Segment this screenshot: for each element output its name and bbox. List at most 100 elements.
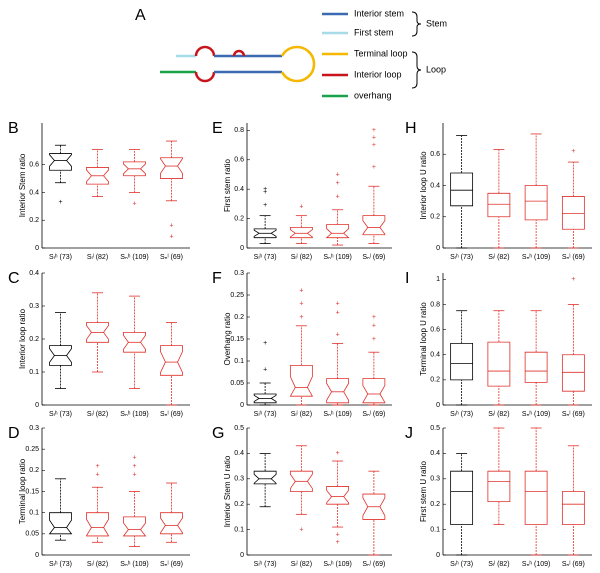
- y-axis-label: Interior Stem U ratio: [223, 455, 232, 527]
- y-tick-label: 0.2: [29, 467, 39, 474]
- box: [524, 185, 548, 221]
- x-tick-label: Sₗʰ (73): [49, 561, 72, 568]
- y-tick-label: 0.1: [234, 526, 244, 533]
- x-tick-label: Sₙʰ (109): [323, 411, 351, 418]
- x-tick-label: Sₙˡ (69): [160, 254, 183, 261]
- box: [325, 224, 350, 239]
- y-axis-label: Interior loop ratio: [18, 308, 27, 369]
- y-tick-label: 0.2: [430, 377, 440, 384]
- outlier: +: [336, 180, 340, 187]
- box: [160, 512, 183, 535]
- y-tick-label: 0.05: [230, 380, 244, 387]
- outlier: +: [336, 193, 340, 200]
- x-tick-label: Sₗˡ (82): [488, 411, 509, 418]
- y-axis-label: Terminal loop ratio: [18, 458, 27, 524]
- y-tick-label: 0.25: [25, 446, 39, 453]
- x-tick-label: Sₙˡ (69): [362, 411, 385, 418]
- y-axis-label: Terminal loop U ratio: [419, 302, 428, 376]
- outlier: +: [336, 539, 340, 546]
- outlier: +: [299, 204, 303, 211]
- box: [326, 378, 350, 404]
- outlier: +: [336, 309, 340, 316]
- y-tick-label: 0.2: [29, 217, 39, 224]
- box: [362, 215, 386, 236]
- box: [123, 161, 146, 177]
- outlier: +: [299, 287, 303, 294]
- panel-label: G: [212, 425, 224, 442]
- box: [160, 157, 183, 179]
- box: [362, 493, 386, 520]
- box: [86, 512, 109, 537]
- y-tick-label: 0.5: [430, 425, 440, 432]
- y-tick-label: 0.4: [430, 450, 440, 457]
- y-tick-label: 0.15: [25, 488, 39, 495]
- interior-loop-line: [232, 49, 246, 57]
- x-tick-label: Sₗʰ (73): [450, 254, 473, 261]
- panel-label: D: [8, 425, 20, 442]
- box: [561, 354, 585, 392]
- y-tick-label: 0.2: [234, 314, 244, 321]
- outlier: +: [372, 323, 376, 330]
- outlier: +: [372, 314, 376, 321]
- box: [326, 486, 350, 505]
- y-axis-label: Overhang ratio: [223, 312, 232, 365]
- y-tick-label: 0.15: [230, 336, 244, 343]
- legend-label: overhang: [354, 90, 392, 100]
- outlier: +: [132, 200, 136, 207]
- y-tick-label: 0.8: [234, 127, 244, 134]
- y-tick-label: 0.4: [29, 270, 39, 277]
- outlier: +: [571, 148, 575, 155]
- y-tick-label: 0.1: [430, 526, 440, 533]
- box: [561, 491, 585, 525]
- x-tick-label: Sₗˡ (82): [87, 254, 108, 261]
- x-tick-label: Sₙˡ (69): [562, 561, 585, 568]
- x-tick-label: Sₗʰ (73): [450, 561, 473, 568]
- x-tick-label: Sₙʰ (109): [120, 561, 148, 568]
- y-tick-label: 0.8: [430, 301, 440, 308]
- interior-loop-line: [194, 45, 216, 57]
- x-tick-label: Sₙʰ (109): [323, 254, 351, 261]
- box: [86, 322, 109, 343]
- terminal-loop-line: [280, 45, 316, 83]
- x-tick-label: Sₗˡ (82): [291, 254, 312, 261]
- y-tick-label: 0: [35, 552, 39, 559]
- box: [487, 192, 511, 218]
- y-tick-label: 0.3: [29, 425, 39, 432]
- y-tick-label: 0.05: [25, 531, 39, 538]
- panel-label: H: [405, 120, 417, 137]
- y-tick-label: 0.6: [29, 162, 39, 169]
- x-tick-label: Sₗˡ (82): [87, 561, 108, 568]
- legend-label: Interior loop: [354, 69, 402, 79]
- x-tick-label: Sₙˡ (69): [562, 411, 585, 418]
- y-tick-label: 0: [436, 245, 440, 252]
- y-tick-label: 0.6: [430, 326, 440, 333]
- box: [123, 331, 146, 353]
- outlier: +: [169, 234, 173, 241]
- box: [48, 512, 73, 535]
- box: [49, 345, 72, 366]
- x-tick-label: Sₙˡ (69): [160, 561, 183, 568]
- legend-label: Terminal loop: [354, 48, 408, 58]
- x-tick-label: Sₙʰ (109): [522, 411, 550, 418]
- box: [561, 196, 585, 230]
- x-tick-label: Sₙˡ (69): [362, 561, 385, 568]
- y-tick-label: 0.25: [230, 292, 244, 299]
- legend-label: First stem: [354, 27, 394, 37]
- x-tick-label: Sₗˡ (82): [87, 411, 108, 418]
- panel-a: A: [135, 7, 422, 98]
- outlier: +: [372, 135, 376, 142]
- outlier: +: [336, 301, 340, 308]
- box: [289, 364, 314, 397]
- box: [289, 227, 313, 239]
- outlier: +: [95, 471, 99, 478]
- x-tick-label: Sₙʰ (109): [323, 561, 351, 568]
- box: [524, 470, 548, 525]
- y-tick-label: 0.2: [234, 501, 244, 508]
- bracket: [411, 11, 422, 37]
- x-tick-label: Sₗʰ (73): [254, 254, 277, 261]
- legend-label: Interior stem: [354, 8, 404, 18]
- x-tick-label: Sₗˡ (82): [488, 254, 509, 261]
- y-tick-label: 0: [35, 402, 39, 409]
- panel-label: J: [405, 425, 413, 442]
